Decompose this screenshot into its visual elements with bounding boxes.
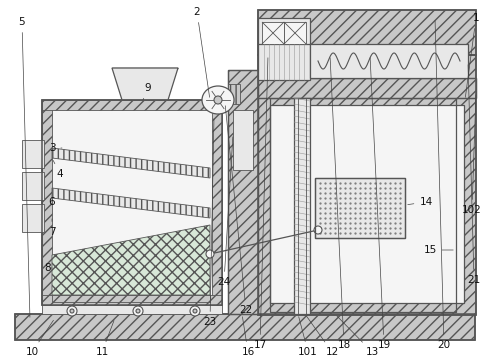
Text: 14: 14	[408, 197, 433, 207]
Bar	[310, 44, 468, 78]
Text: 102: 102	[462, 95, 482, 215]
Bar	[294, 98, 310, 314]
Text: 6: 6	[49, 197, 55, 207]
Text: 17: 17	[253, 58, 268, 350]
Text: 22: 22	[225, 106, 253, 315]
Polygon shape	[52, 225, 210, 295]
Bar	[15, 314, 475, 340]
Bar	[258, 18, 310, 55]
Bar	[42, 100, 222, 305]
Circle shape	[206, 250, 214, 258]
Text: 15: 15	[423, 245, 453, 255]
Circle shape	[67, 306, 77, 316]
Circle shape	[193, 309, 197, 313]
Bar	[284, 22, 306, 44]
Bar	[258, 78, 476, 98]
Circle shape	[70, 309, 74, 313]
Bar	[270, 105, 464, 303]
Bar	[258, 10, 476, 55]
Bar	[262, 22, 284, 44]
Text: 13: 13	[337, 316, 379, 357]
Text: 20: 20	[435, 21, 451, 350]
Polygon shape	[52, 148, 210, 178]
Circle shape	[136, 309, 140, 313]
Bar	[258, 78, 476, 98]
Text: 101: 101	[298, 317, 318, 357]
Text: 23: 23	[203, 119, 217, 327]
Text: 5: 5	[19, 17, 30, 317]
Bar	[258, 55, 476, 315]
Text: 19: 19	[370, 58, 391, 350]
Bar	[22, 172, 44, 200]
Polygon shape	[112, 68, 178, 100]
Bar	[42, 304, 222, 314]
Text: 3: 3	[49, 143, 62, 153]
Text: 12: 12	[306, 316, 339, 357]
Bar	[228, 84, 240, 104]
Polygon shape	[52, 295, 210, 302]
Bar	[258, 10, 476, 55]
Bar	[315, 178, 405, 238]
Text: 10: 10	[26, 320, 54, 357]
Polygon shape	[52, 188, 210, 218]
Bar	[42, 100, 222, 305]
Bar	[258, 55, 476, 315]
Text: 16: 16	[242, 317, 255, 357]
Bar	[228, 70, 258, 314]
Ellipse shape	[202, 86, 234, 114]
Bar	[233, 110, 253, 170]
Bar	[315, 178, 405, 238]
Circle shape	[314, 226, 322, 234]
Bar	[15, 314, 475, 340]
Text: 8: 8	[45, 263, 52, 273]
Text: 24: 24	[218, 137, 233, 287]
Text: 4: 4	[53, 161, 63, 179]
Bar	[228, 70, 258, 314]
Text: 9: 9	[143, 83, 151, 100]
Text: 1: 1	[465, 13, 479, 97]
Circle shape	[133, 306, 143, 316]
Text: 11: 11	[95, 321, 114, 357]
Text: 7: 7	[49, 219, 55, 237]
Bar	[258, 44, 310, 80]
Bar	[42, 100, 52, 305]
Bar	[270, 98, 456, 312]
Circle shape	[214, 96, 222, 104]
Text: 21: 21	[467, 65, 481, 285]
Bar	[22, 204, 44, 232]
Bar	[212, 100, 222, 305]
Circle shape	[190, 306, 200, 316]
Bar	[42, 100, 222, 110]
Text: 18: 18	[330, 58, 351, 350]
Bar	[42, 295, 222, 305]
Bar	[22, 140, 44, 168]
Text: 2: 2	[193, 7, 210, 97]
